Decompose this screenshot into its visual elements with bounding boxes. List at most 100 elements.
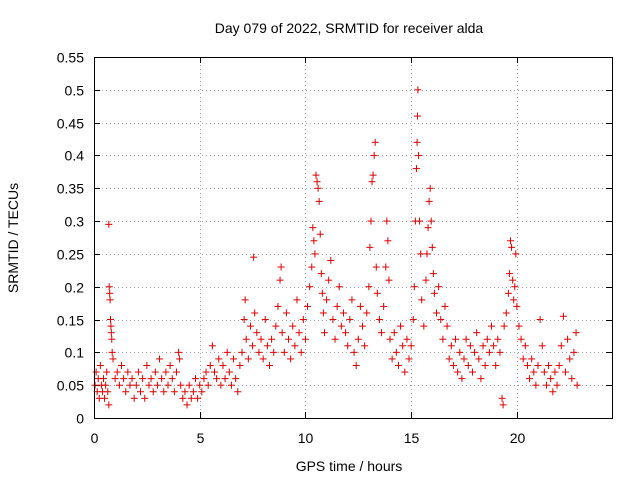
data-point — [359, 322, 367, 330]
data-point — [221, 375, 229, 383]
data-point — [483, 335, 491, 343]
data-point — [356, 302, 364, 310]
y-axis-label: SRMTID / TECUs — [5, 183, 21, 293]
data-point — [268, 335, 276, 343]
data-point — [523, 361, 531, 369]
data-point — [479, 342, 487, 350]
data-point — [160, 388, 168, 396]
data-point — [278, 329, 286, 337]
data-point — [454, 368, 462, 376]
data-point — [383, 217, 391, 225]
data-point — [225, 368, 233, 376]
data-point — [542, 381, 550, 389]
data-point — [494, 335, 502, 343]
data-point — [528, 355, 536, 363]
data-point — [219, 361, 227, 369]
data-point — [217, 381, 225, 389]
data-point — [109, 355, 117, 363]
data-point — [401, 368, 409, 376]
data-point — [361, 342, 369, 350]
data-point — [170, 388, 178, 396]
data-point — [111, 375, 119, 383]
data-point — [323, 296, 331, 304]
y-tick-label: 0.4 — [65, 148, 85, 164]
data-point — [420, 322, 428, 330]
data-point — [515, 322, 523, 330]
data-point — [409, 316, 417, 324]
y-tick-label: 0 — [76, 411, 84, 427]
data-point — [519, 355, 527, 363]
data-point — [241, 296, 249, 304]
data-point — [510, 296, 518, 304]
data-point — [308, 263, 316, 271]
data-point — [407, 342, 415, 350]
data-point — [342, 329, 350, 337]
data-point — [427, 217, 435, 225]
data-point — [329, 316, 337, 324]
data-point — [211, 368, 219, 376]
data-point — [202, 368, 210, 376]
data-point — [526, 375, 534, 383]
data-point — [311, 250, 319, 258]
data-point — [477, 375, 485, 383]
data-point — [502, 309, 510, 317]
data-point — [443, 322, 451, 330]
y-tick-label: 0.35 — [57, 181, 84, 197]
data-point — [113, 368, 121, 376]
data-point — [392, 348, 400, 356]
data-point — [415, 151, 423, 159]
data-point — [276, 276, 284, 284]
data-point — [424, 224, 432, 232]
data-point — [265, 361, 273, 369]
data-point — [122, 388, 130, 396]
data-point — [412, 165, 420, 173]
data-point — [553, 381, 561, 389]
data-point — [487, 322, 495, 330]
data-point — [158, 375, 166, 383]
data-points — [91, 86, 581, 409]
data-point — [413, 112, 421, 120]
data-point — [105, 401, 113, 409]
data-point — [547, 375, 555, 383]
data-point — [378, 329, 386, 337]
data-point — [399, 342, 407, 350]
data-point — [238, 348, 246, 356]
data-point — [251, 309, 259, 317]
data-point — [344, 342, 352, 350]
data-point — [137, 388, 145, 396]
data-point — [433, 309, 441, 317]
data-point — [295, 329, 303, 337]
y-tick-label: 0.15 — [57, 313, 84, 329]
data-point — [176, 355, 184, 363]
data-point — [232, 375, 240, 383]
data-point — [128, 375, 136, 383]
data-point — [422, 276, 430, 284]
data-point — [511, 283, 519, 291]
data-point — [418, 296, 426, 304]
data-point — [277, 263, 285, 271]
data-point — [333, 302, 341, 310]
data-point — [198, 388, 206, 396]
data-point — [134, 368, 142, 376]
data-point — [172, 368, 180, 376]
y-tick-label: 0.05 — [57, 378, 84, 394]
data-point — [253, 329, 261, 337]
data-point — [367, 217, 375, 225]
y-tick-label: 0.25 — [57, 247, 84, 263]
tick-layer: 0 0.05 0.1 0.15 0.2 0.25 0.3 0.35 0.4 0.45 0.5 0.55… — [57, 50, 612, 446]
data-point — [270, 348, 278, 356]
data-point — [183, 401, 191, 409]
x-axis-label: GPS time / hours — [296, 458, 403, 474]
data-point — [315, 197, 323, 205]
data-point — [425, 197, 433, 205]
data-point — [372, 263, 380, 271]
data-point — [385, 276, 393, 284]
data-point — [447, 342, 455, 350]
data-point — [242, 335, 250, 343]
data-point — [561, 368, 569, 376]
data-point — [509, 276, 517, 284]
data-point — [350, 348, 358, 356]
data-point — [365, 283, 373, 291]
